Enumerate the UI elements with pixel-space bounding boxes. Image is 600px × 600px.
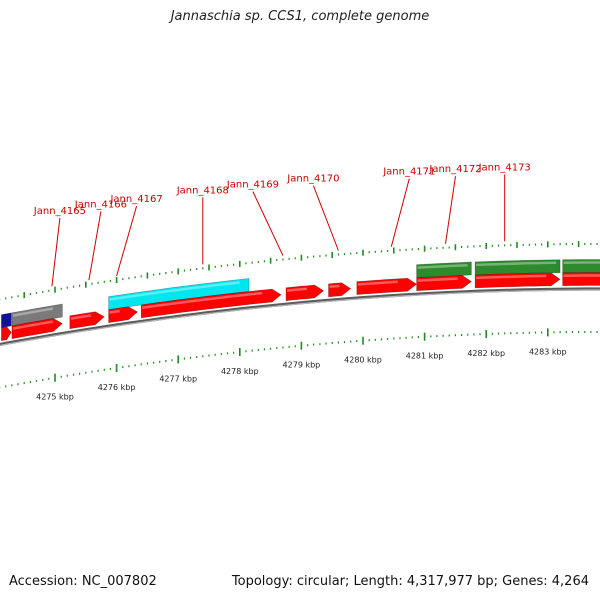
cds-shape: [562, 272, 600, 287]
cds-feature-7: [140, 288, 282, 319]
position-label: 4282 kbp: [467, 349, 505, 358]
cds-shine: [357, 280, 398, 286]
position-label: 4281 kbp: [406, 352, 444, 361]
cds-feature-8: [285, 284, 325, 302]
gene-label-text: Jann_4171: [382, 167, 435, 178]
gene-label-jann-4172: Jann_4172: [428, 164, 482, 244]
position-label: 4279 kbp: [283, 361, 321, 370]
cds-shine: [12, 320, 54, 330]
cds-shape: [1, 312, 12, 329]
cds-shape: [474, 272, 561, 289]
position-ruler: 4275 kbp 4276 kbp 4277 kbp 4278 kbp 4279 kbp…: [0, 328, 598, 402]
cds-shape: [328, 282, 352, 298]
gene-leader-line: [51, 217, 61, 287]
gene-label-text: Jann_4170: [286, 174, 339, 185]
cds-shape: [416, 261, 472, 279]
cds-shape: [11, 318, 63, 340]
cds-feature-13: [474, 259, 561, 276]
position-label: 4278 kbp: [221, 367, 259, 376]
gene-label-track: Jann_4165Jann_4166Jann_4167Jann_4168Jann…: [33, 162, 531, 287]
cds-shine: [70, 314, 91, 320]
gene-label-text: Jann_4167: [109, 194, 162, 205]
cds-shape: [356, 277, 418, 295]
backbone-outer: [0, 287, 600, 347]
cds-shape: [140, 288, 282, 319]
cds-feature-4: [69, 311, 105, 330]
gene-leader-line: [445, 176, 456, 244]
genome-backbone: [0, 287, 600, 347]
cds-shine: [286, 287, 308, 292]
upper-tick-track: [0, 241, 598, 301]
gene-label-text: Jann_4168: [176, 185, 229, 196]
cds-feature-11: [416, 261, 472, 279]
position-label: 4280 kbp: [344, 356, 382, 365]
gene-label-jann-4165: Jann_4165: [33, 206, 86, 287]
cds-shape: [416, 275, 472, 292]
cds-feature-0: [1, 312, 12, 329]
cds-shine: [142, 291, 263, 310]
gene-label-text: Jann_4166: [74, 199, 127, 210]
cds-feature-10: [356, 277, 418, 295]
map-title: Jannaschia sp. CCS1, complete genome: [170, 9, 430, 24]
position-label: 4275 kbp: [36, 393, 74, 402]
gene-label-text: Jann_4165: [33, 206, 86, 217]
cds-feature-14: [474, 272, 561, 289]
cds-feature-15: [562, 259, 600, 274]
gene-label-text: Jann_4172: [428, 164, 481, 175]
gene-label-jann-4170: Jann_4170: [286, 174, 340, 251]
gene-label-text: Jann_4173: [478, 162, 531, 173]
cds-shine: [12, 307, 54, 317]
cds-feature-6: [108, 306, 139, 324]
cds-feature-16: [562, 272, 600, 287]
gene-leader-line: [88, 211, 102, 281]
cds-feature-9: [328, 282, 352, 298]
gene-label-jann-4167: Jann_4167: [109, 194, 163, 277]
cds-shape: [1, 326, 12, 342]
gene-leader-line: [252, 191, 284, 256]
gene-label-jann-4171: Jann_4171: [382, 167, 435, 247]
feature-track: [1, 259, 600, 342]
cds-feature-12: [416, 275, 472, 292]
cds-shine: [476, 261, 557, 267]
gene-label-jann-4173: Jann_4173: [478, 162, 531, 242]
position-label: 4283 kbp: [529, 347, 567, 356]
cds-shine: [476, 274, 547, 280]
backbone-highlight: [0, 289, 600, 347]
gene-label-jann-4169: Jann_4169: [226, 180, 284, 256]
cds-shine: [109, 309, 120, 314]
gene-label-text: Jann_4169: [226, 180, 279, 191]
topology-text: Topology: circular; Length: 4,317,977 bp…: [231, 574, 589, 589]
accession-text: Accession: NC_007802: [9, 574, 157, 589]
cds-feature-3: [11, 318, 63, 340]
gene-leader-line: [312, 185, 339, 251]
cds-shine: [417, 263, 468, 269]
gene-label-jann-4166: Jann_4166: [74, 199, 127, 281]
cds-shape: [562, 259, 600, 274]
cds-shape: [69, 311, 105, 330]
cds-shape: [108, 306, 139, 324]
cds-shine: [417, 277, 458, 282]
cds-shine: [109, 281, 240, 301]
cds-shape: [474, 259, 561, 276]
position-label: 4276 kbp: [98, 383, 136, 392]
gene-label-jann-4168: Jann_4168: [176, 185, 229, 265]
cds-feature-2: [1, 326, 12, 342]
cds-shine: [329, 284, 340, 289]
cds-shape: [285, 284, 325, 302]
position-label: 4277 kbp: [159, 374, 197, 383]
gene-leader-line: [390, 178, 410, 247]
gene-leader-line: [116, 205, 138, 277]
